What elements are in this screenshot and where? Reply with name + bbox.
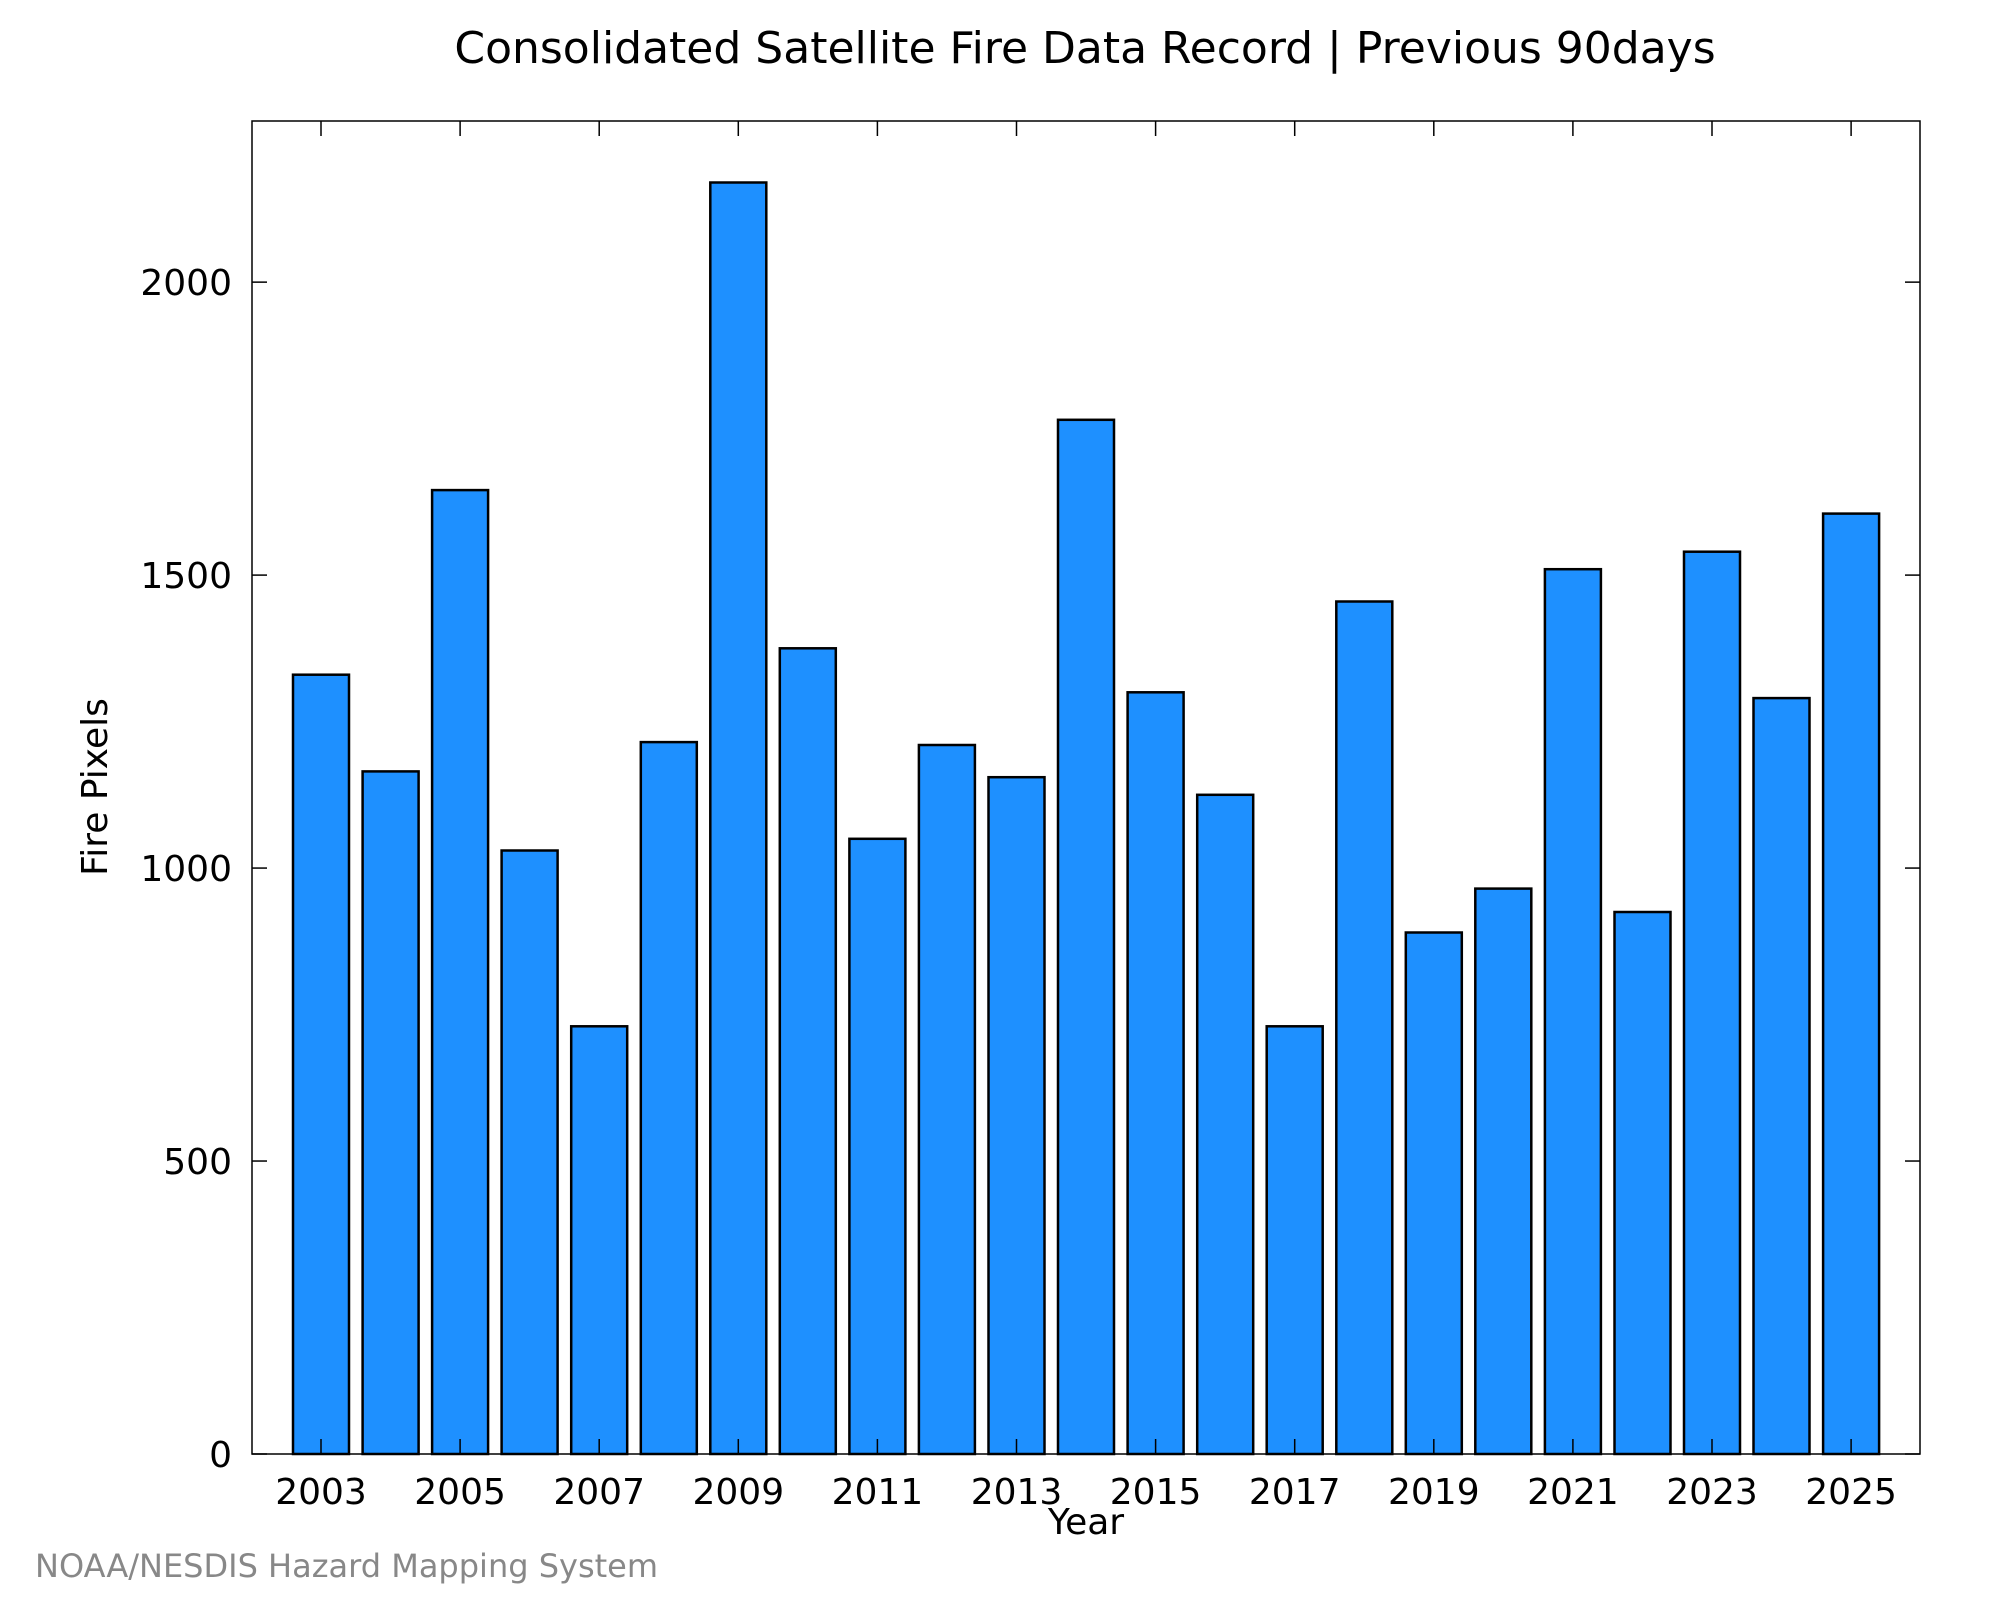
x-tick-label-2011: 2011 <box>832 1472 924 1513</box>
bar-2012 <box>917 743 977 1456</box>
x-tick-label-2009: 2009 <box>692 1472 784 1513</box>
x-tick-label-2015: 2015 <box>1110 1472 1202 1513</box>
x-tick-label-2013: 2013 <box>971 1472 1063 1513</box>
bar-2014 <box>1056 418 1116 1456</box>
bar-2003 <box>291 673 351 1456</box>
source-credit: NOAA/NESDIS Hazard Mapping System <box>35 1547 658 1585</box>
bar-2017 <box>1265 1025 1324 1456</box>
y-tick-label-0: 0 <box>209 1435 232 1476</box>
y-tick-label-1000: 1000 <box>140 849 232 890</box>
y-tick-label-500: 500 <box>163 1142 232 1183</box>
y-axis-label: Fire Pixels <box>75 698 116 876</box>
chart-title: Consolidated Satellite Fire Data Record … <box>454 23 1715 74</box>
x-tick-label-2005: 2005 <box>414 1472 506 1513</box>
bar-2015 <box>1126 691 1185 1456</box>
bar-2005 <box>430 488 490 1456</box>
bars-layer <box>291 181 1881 1456</box>
bar-2022 <box>1613 910 1672 1456</box>
bar-2004 <box>361 770 420 1456</box>
x-tick-label-2025: 2025 <box>1805 1472 1897 1513</box>
bar-2008 <box>639 740 699 1456</box>
bar-2011 <box>848 837 907 1456</box>
bar-2019 <box>1404 931 1464 1456</box>
bar-2006 <box>500 849 559 1456</box>
ticks-layer: 0 500 1000 1500 2000 2003 2005 2007 2009 2011 2013… <box>140 121 1920 1513</box>
x-tick-label-2019: 2019 <box>1388 1472 1480 1513</box>
bar-2020 <box>1474 887 1533 1456</box>
bar-2024 <box>1752 696 1811 1456</box>
x-tick-label-2003: 2003 <box>275 1472 367 1513</box>
bar-2016 <box>1195 793 1255 1456</box>
y-tick-label-2000: 2000 <box>140 263 232 304</box>
bar-2009 <box>709 181 768 1456</box>
x-axis-label: Year <box>1047 1502 1124 1543</box>
x-tick-label-2007: 2007 <box>553 1472 645 1513</box>
x-tick-label-2023: 2023 <box>1666 1472 1758 1513</box>
x-tick-label-2017: 2017 <box>1249 1472 1341 1513</box>
bar-2018 <box>1335 600 1394 1456</box>
bar-2023 <box>1682 550 1742 1456</box>
y-tick-label-1500: 1500 <box>140 556 232 597</box>
bar-2025 <box>1821 512 1881 1456</box>
bar-2013 <box>987 775 1046 1456</box>
bar-2021 <box>1543 567 1603 1456</box>
x-tick-label-2021: 2021 <box>1527 1472 1619 1513</box>
bar-2010 <box>778 647 838 1456</box>
bar-2007 <box>569 1025 629 1456</box>
